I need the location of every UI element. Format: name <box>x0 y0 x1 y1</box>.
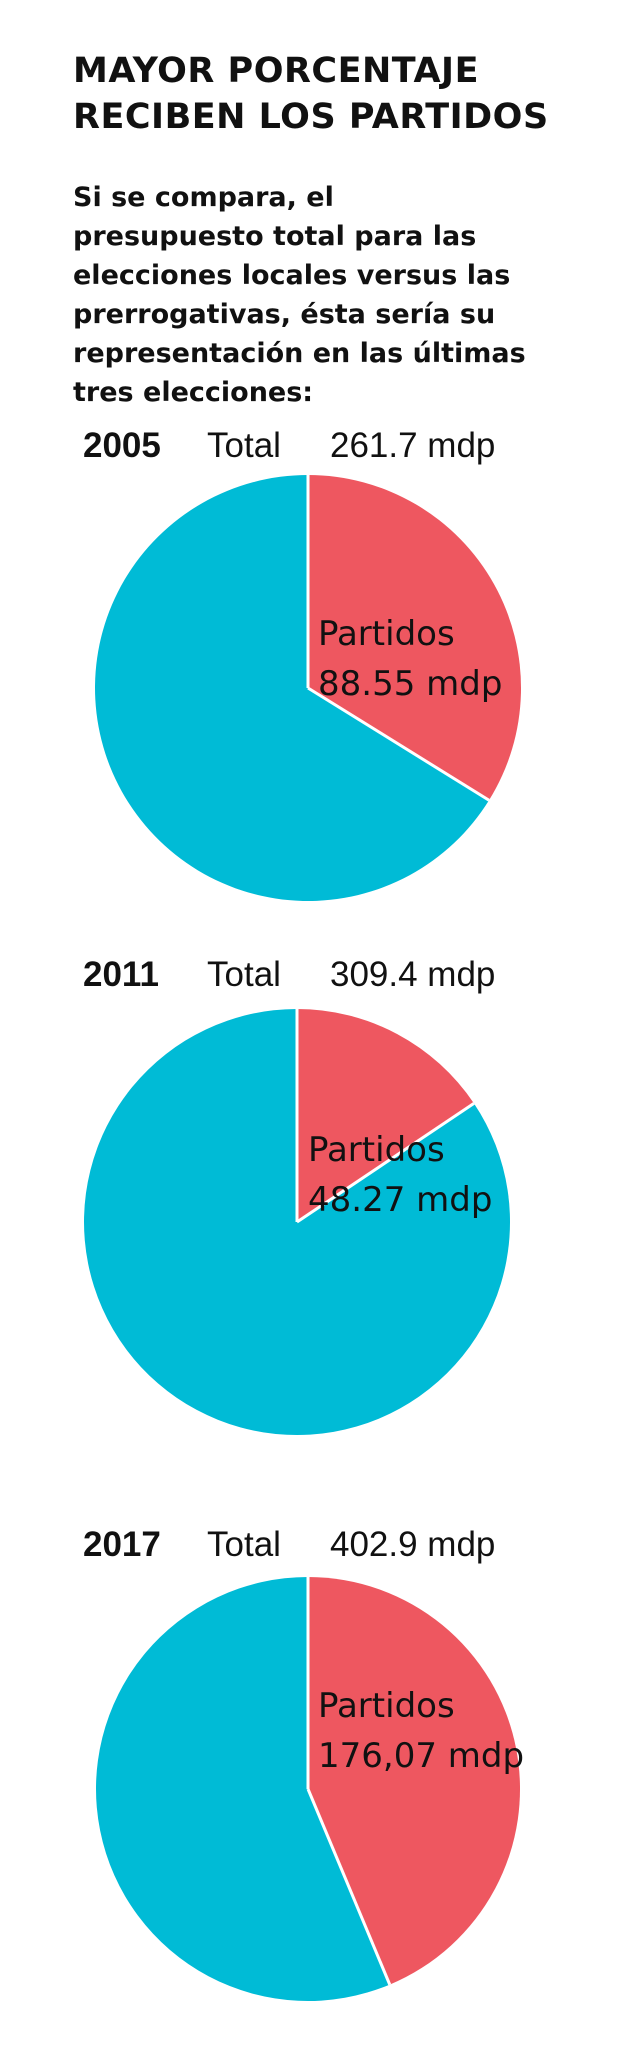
chart-header-2017: 2017 Total 402.9 mdp <box>0 1521 636 1569</box>
chart-total-label: Total <box>207 1525 281 1564</box>
pie-slice-partidos <box>308 1577 521 1985</box>
pie-slice-resto <box>96 1577 390 2001</box>
slice-label-name: Partidos <box>318 1686 455 1726</box>
subtitle-line-3: elecciones locales versus las <box>73 260 511 291</box>
slice-label-value: 48.27 mdp <box>308 1180 492 1220</box>
pie-chart-2011: Partidos 48.27 mdp <box>84 1009 511 1435</box>
chart-year: 2017 <box>83 1525 161 1564</box>
slice-separator <box>296 1102 475 1224</box>
chart-year: 2005 <box>83 426 161 465</box>
chart-total-value: 261.7 mdp <box>330 426 496 465</box>
title-line-2: RECIBEN LOS PARTIDOS <box>73 97 549 137</box>
chart-header-2005: 2005 Total 261.7 mdp <box>0 422 636 470</box>
subtitle-line-1: Si se compara, el <box>73 182 334 213</box>
slice-label-name: Partidos <box>308 1130 445 1170</box>
pie-chart-2017: Partidos 176,07 mdp <box>96 1577 524 2001</box>
pie-slice-resto <box>95 475 490 901</box>
subtitle-line-2: presupuesto total para las <box>73 221 477 252</box>
slice-separator <box>306 1788 392 1986</box>
chart-total-label: Total <box>207 955 281 994</box>
infographic-title: MAYOR PORCENTAJE RECIBEN LOS PARTIDOS <box>73 48 633 140</box>
subtitle-line-6: tres elecciones: <box>73 377 314 408</box>
infographic-subtitle: Si se compara, el presupuesto total para… <box>73 178 573 412</box>
title-line-1: MAYOR PORCENTAJE <box>73 51 479 91</box>
subtitle-line-5: representación en las últimas <box>73 338 526 369</box>
pie-chart-2005: Partidos 88.55 mdp <box>95 475 522 901</box>
slice-label-value: 176,07 mdp <box>318 1736 524 1776</box>
slice-label-name: Partidos <box>318 614 455 654</box>
chart-header-2011: 2011 Total 309.4 mdp <box>0 951 636 999</box>
chart-total-value: 402.9 mdp <box>330 1525 496 1564</box>
pie-slice-partidos <box>297 1009 474 1222</box>
pie-slice-partidos <box>308 475 522 801</box>
chart-total-label: Total <box>207 426 281 465</box>
slice-separator <box>307 686 490 802</box>
slice-label-value: 88.55 mdp <box>318 664 502 704</box>
chart-year: 2011 <box>83 955 159 994</box>
subtitle-line-4: prerrogativas, ésta sería su <box>73 299 496 330</box>
chart-total-value: 309.4 mdp <box>330 955 496 994</box>
